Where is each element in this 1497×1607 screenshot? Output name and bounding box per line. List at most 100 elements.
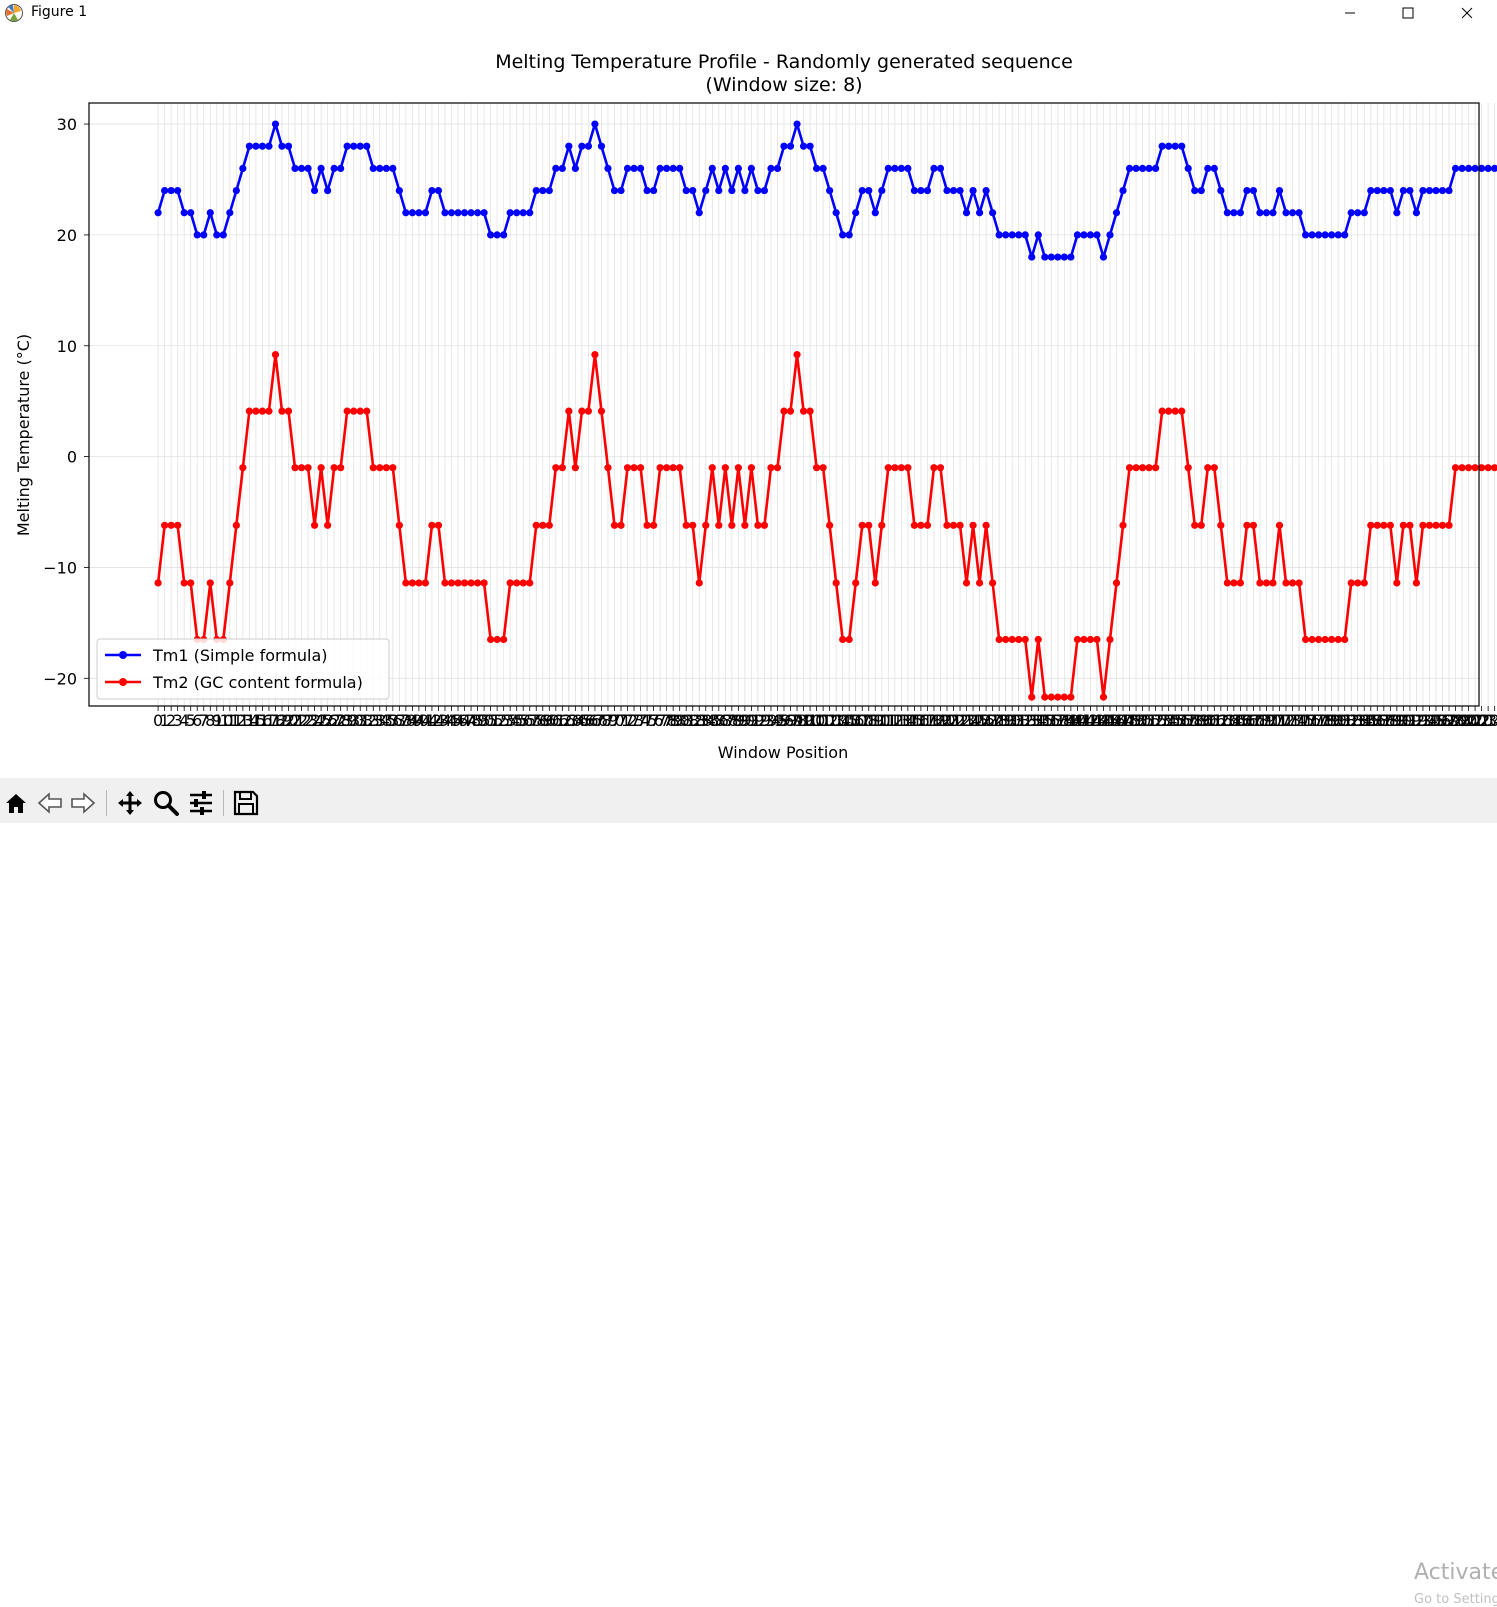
data-point-tm2: [728, 521, 736, 529]
data-point-tm2: [917, 521, 925, 529]
legend-tm1-marker: [119, 651, 127, 659]
data-point-tm2: [1308, 635, 1316, 644]
x-tick-label: 119: [919, 711, 950, 730]
home-button[interactable]: [1, 788, 31, 818]
data-point-tm1: [917, 186, 925, 195]
x-tick-label: 158: [1173, 711, 1204, 730]
data-point-tm1: [578, 142, 586, 150]
x-tick-label: 154: [1147, 711, 1178, 730]
data-point-tm2: [1380, 521, 1388, 529]
data-point-tm2: [1112, 579, 1121, 587]
data-point-tm2: [1067, 693, 1075, 701]
x-tick-label: 93: [754, 711, 774, 730]
x-tick-label: 30: [344, 711, 364, 730]
x-tick-label: 1: [160, 711, 170, 730]
x-tick-label: 12: [226, 711, 246, 730]
data-point-tm1: [728, 186, 736, 195]
maximize-button[interactable]: [1379, 0, 1437, 26]
x-tick-label: 177: [1297, 711, 1328, 730]
minimize-button[interactable]: [1321, 0, 1379, 26]
x-tick-label: 169: [1245, 711, 1276, 730]
x-tick-label: 131: [997, 711, 1028, 730]
data-point-tm1: [721, 164, 729, 172]
data-point-tm1: [584, 142, 593, 150]
data-point-tm2: [819, 464, 827, 472]
data-point-tm1: [1360, 209, 1368, 217]
data-point-tm1: [226, 209, 234, 217]
y-axis-label: Melting Temperature (°C): [14, 334, 33, 536]
x-tick-label: 84: [696, 711, 716, 730]
data-point-tm2: [793, 351, 801, 359]
data-point-tm1: [571, 164, 579, 172]
x-tick-label: 147: [1101, 711, 1132, 730]
x-tick-label: 164: [1212, 711, 1243, 730]
back-button[interactable]: [35, 788, 65, 818]
data-point-tm2: [304, 464, 312, 472]
data-point-tm1: [480, 209, 488, 217]
x-tick-label: 8: [205, 711, 215, 730]
data-point-tm1: [1295, 209, 1303, 217]
x-tick-label: 122: [938, 711, 969, 730]
data-point-tm2: [1152, 464, 1160, 472]
x-tick-label: 81: [676, 711, 696, 730]
data-point-tm2: [1328, 635, 1336, 644]
x-tick-label: 16: [252, 711, 272, 730]
data-point-tm2: [1367, 521, 1375, 529]
data-point-tm2: [1471, 464, 1479, 472]
x-tick-label: 179: [1310, 711, 1341, 730]
x-tick-label: 45: [441, 711, 461, 730]
chart-subtitle: (Window size: 8): [705, 74, 862, 96]
data-point-tm1: [265, 142, 273, 150]
x-tick-label: 132: [1003, 711, 1034, 730]
data-point-tm1: [754, 186, 762, 195]
data-point-tm1: [656, 164, 664, 172]
save-button[interactable]: [231, 788, 261, 818]
toolbar-separator: [106, 790, 107, 816]
x-tick-label: 191: [1388, 711, 1419, 730]
x-tick-label: 170: [1251, 711, 1282, 730]
data-point-tm1: [167, 186, 175, 195]
data-point-tm1: [460, 209, 469, 217]
pan-button[interactable]: [115, 788, 145, 818]
data-point-tm1: [806, 142, 814, 150]
x-tick-label: 135: [1023, 711, 1054, 730]
data-point-tm2: [532, 521, 540, 529]
data-point-tm1: [174, 186, 182, 195]
data-point-tm1: [760, 186, 769, 195]
configure-subplots-button[interactable]: [186, 788, 216, 818]
data-point-tm2: [350, 407, 358, 415]
close-icon: [1461, 7, 1473, 19]
data-point-tm1: [506, 209, 514, 217]
x-tick-label: 61: [546, 711, 566, 730]
data-point-tm1: [617, 186, 625, 195]
x-axis-label: Window Position: [718, 743, 848, 762]
data-point-tm1: [539, 186, 547, 195]
data-point-tm1: [1067, 253, 1075, 261]
x-tick-label: 3: [173, 711, 183, 730]
x-tick-label: 141: [1062, 711, 1093, 730]
close-button[interactable]: [1438, 0, 1496, 26]
forward-button[interactable]: [68, 788, 98, 818]
x-tick-label: 64: [565, 711, 585, 730]
x-tick-label: 117: [906, 711, 937, 730]
zoom-button[interactable]: [151, 788, 181, 818]
x-tick-label: 190: [1382, 711, 1413, 730]
data-point-tm1: [180, 209, 188, 217]
data-point-tm2: [1060, 693, 1068, 701]
data-point-tm1: [154, 209, 162, 217]
y-tick-label: −20: [43, 669, 77, 688]
data-point-tm1: [493, 231, 501, 239]
maximize-icon: [1402, 7, 1414, 19]
data-point-tm2: [930, 464, 938, 472]
data-point-tm2: [1464, 464, 1473, 472]
data-point-tm2: [650, 521, 658, 529]
x-tick-label: 199: [1440, 711, 1471, 730]
data-point-tm1: [773, 164, 782, 172]
x-tick-label: 92: [748, 711, 768, 730]
data-point-tm1: [1393, 209, 1401, 217]
data-point-tm1: [324, 186, 332, 195]
x-tick-label: 86: [709, 711, 729, 730]
x-tick-label: 205: [1479, 711, 1497, 730]
data-point-tm2: [330, 464, 338, 472]
x-tick-label: 160: [1186, 711, 1217, 730]
